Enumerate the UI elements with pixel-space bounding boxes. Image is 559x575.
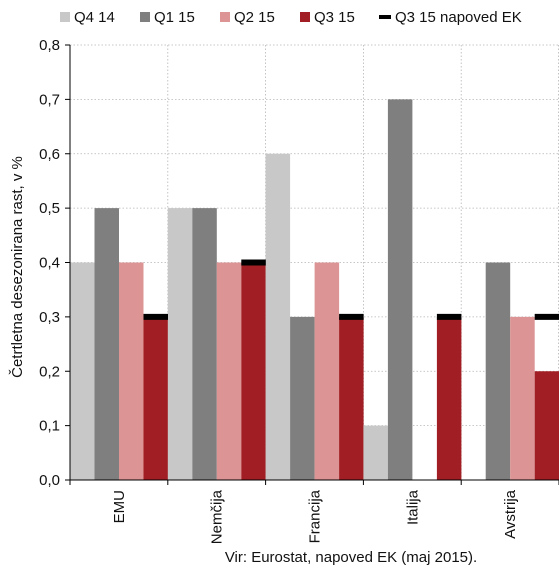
x-tick-labels: EMU Nemčija Francija Italija Avstrija: [111, 489, 519, 544]
bar-q2-15-francija: [315, 263, 340, 481]
bar-q4-14-emu: [70, 263, 95, 481]
x-tick-label-francija: Francija: [307, 489, 324, 543]
bar-q1-15-italija: [388, 99, 413, 480]
y-tick-label: 0,7: [39, 91, 60, 108]
x-tick-label-italija: Italija: [404, 489, 421, 525]
bar-q4-14-francija: [266, 154, 291, 480]
forecast-marker-francija: [339, 314, 364, 320]
bar-q4-14-italija: [363, 426, 388, 480]
y-tick-label: 0,4: [39, 255, 60, 272]
bar-q2-15-avstrija: [510, 317, 535, 480]
legend-label-q3-15: Q3 15: [314, 9, 355, 26]
bar-q1-15-nemčija: [192, 208, 217, 480]
legend-label-q1-15: Q1 15: [154, 9, 195, 26]
legend-swatch-q2-15: [220, 12, 230, 22]
y-tick-label: 0,1: [39, 418, 60, 435]
bars: [70, 99, 559, 480]
forecast-marker-nemčija: [241, 260, 265, 266]
forecast-marker-avstrija: [535, 314, 559, 320]
legend-swatch-forecast: [379, 15, 391, 19]
y-tick-label: 0,3: [39, 309, 60, 326]
source-note: Vir: Eurostat, napoved EK (maj 2015).: [225, 549, 477, 566]
bar-q1-15-emu: [95, 208, 120, 480]
forecast-marker-emu: [144, 314, 169, 320]
legend-label-q2-15: Q2 15: [234, 9, 275, 26]
bar-q3-15-avstrija: [535, 371, 559, 480]
bar-q1-15-francija: [290, 317, 315, 480]
y-tick-label: 0,2: [39, 363, 60, 380]
y-tick-labels: 0,0 0,1 0,2 0,3 0,4 0,5 0,6 0,7 0,8: [39, 37, 60, 489]
y-axis-label: Četrtletna desezonirana rast, v %: [9, 156, 26, 378]
bar-q2-15-emu: [119, 263, 144, 481]
legend-swatch-q1-15: [140, 12, 150, 22]
bar-q3-15-emu: [144, 317, 169, 480]
y-tick-label: 0,6: [39, 146, 60, 163]
legend-swatch-q4-14: [60, 12, 70, 22]
bar-q3-15-francija: [339, 317, 364, 480]
x-tick-label-nemčija: Nemčija: [209, 489, 226, 544]
bar-q3-15-nemčija: [241, 263, 265, 481]
bar-q4-14-nemčija: [168, 208, 193, 480]
bar-q2-15-nemčija: [217, 263, 242, 481]
y-tick-label: 0,8: [39, 37, 60, 54]
x-tick-label-avstrija: Avstrija: [502, 489, 519, 539]
forecast-marker-italija: [437, 314, 462, 320]
y-tick-label: 0,5: [39, 200, 60, 217]
legend: Q4 14 Q1 15 Q2 15 Q3 15 Q3 15 napoved EK: [60, 9, 522, 26]
x-tick-label-emu: EMU: [111, 490, 128, 523]
legend-label-q4-14: Q4 14: [74, 9, 115, 26]
y-tick-label: 0,0: [39, 472, 60, 489]
bar-q3-15-italija: [437, 317, 462, 480]
bar-q1-15-avstrija: [486, 263, 511, 481]
legend-swatch-q3-15: [300, 12, 310, 22]
legend-label-forecast: Q3 15 napoved EK: [395, 9, 522, 26]
